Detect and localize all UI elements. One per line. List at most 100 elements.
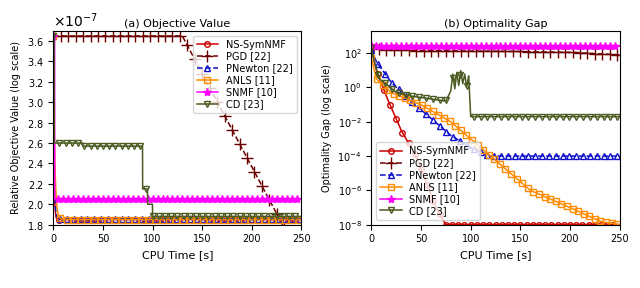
CD [23]: [482, 115, 490, 118]
SNMF [10]: [488, 45, 496, 48]
ANLS [11]: [245, 218, 253, 221]
PNewton [22]: [298, 217, 305, 221]
CD [23]: [291, 215, 298, 218]
Y-axis label: Relative Objective Value (log scale): Relative Objective Value (log scale): [11, 41, 21, 214]
SNMF [10]: [482, 45, 490, 48]
Y-axis label: Optimality Gap (log scale): Optimality Gap (log scale): [322, 64, 332, 192]
Line: PGD [22]: PGD [22]: [366, 43, 625, 60]
NS-SymNMF: [62, 218, 70, 221]
Line: CD [23]: CD [23]: [50, 33, 305, 220]
PGD [22]: [291, 245, 298, 248]
CD [23]: [62, 141, 70, 145]
NS-SymNMF: [609, 223, 616, 226]
Line: CD [23]: CD [23]: [368, 45, 623, 120]
SNMF [10]: [291, 197, 298, 201]
PNewton [22]: [563, 154, 571, 158]
X-axis label: CPU Time [s]: CPU Time [s]: [141, 250, 213, 260]
NS-SymNMF: [74, 218, 82, 221]
Line: ANLS [11]: ANLS [11]: [369, 56, 622, 228]
PGD [22]: [609, 53, 616, 56]
NS-SymNMF: [164, 218, 172, 221]
SNMF [10]: [369, 45, 377, 48]
CD [23]: [488, 115, 496, 118]
NS-SymNMF: [616, 223, 623, 226]
PNewton [22]: [164, 217, 172, 221]
ANLS [11]: [380, 84, 388, 88]
PGD [22]: [367, 46, 375, 50]
NS-SymNMF: [380, 88, 388, 92]
SNMF [10]: [291, 197, 298, 201]
Title: (b) Optimality Gap: (b) Optimality Gap: [444, 19, 547, 29]
Line: NS-SymNMF: NS-SymNMF: [369, 47, 622, 228]
Line: SNMF [10]: SNMF [10]: [49, 32, 306, 203]
SNMF [10]: [609, 45, 616, 48]
ANLS [11]: [62, 218, 70, 221]
ANLS [11]: [563, 204, 571, 208]
SNMF [10]: [609, 45, 616, 48]
SNMF [10]: [164, 197, 172, 201]
ANLS [11]: [367, 57, 375, 60]
Line: PNewton [22]: PNewton [22]: [368, 46, 623, 160]
PNewton [22]: [487, 154, 495, 158]
CD [23]: [49, 34, 57, 38]
PGD [22]: [563, 51, 571, 54]
PNewton [22]: [616, 154, 623, 158]
PNewton [22]: [482, 152, 490, 156]
Title: (a) Objective Value: (a) Objective Value: [124, 19, 230, 29]
PGD [22]: [245, 159, 253, 163]
SNMF [10]: [170, 197, 178, 201]
SNMF [10]: [298, 197, 305, 201]
NS-SymNMF: [609, 223, 616, 226]
ANLS [11]: [488, 156, 496, 159]
ANLS [11]: [609, 222, 616, 225]
SNMF [10]: [49, 34, 57, 38]
CD [23]: [367, 46, 375, 50]
PNewton [22]: [62, 217, 70, 221]
ANLS [11]: [102, 218, 110, 221]
NS-SymNMF: [482, 223, 490, 226]
Line: ANLS [11]: ANLS [11]: [51, 33, 304, 222]
Line: PGD [22]: PGD [22]: [48, 31, 307, 266]
PGD [22]: [49, 34, 57, 38]
CD [23]: [609, 115, 616, 118]
NS-SymNMF: [170, 218, 178, 221]
PGD [22]: [616, 53, 623, 57]
PGD [22]: [170, 34, 178, 38]
Legend: NS-SymNMF, PGD [22], PNewton [22], ANLS [11], SNMF [10], CD [23]: NS-SymNMF, PGD [22], PNewton [22], ANLS …: [193, 36, 296, 113]
PGD [22]: [380, 48, 388, 52]
Legend: NS-SymNMF, PGD [22], PNewton [22], ANLS [11], SNMF [10], CD [23]: NS-SymNMF, PGD [22], PNewton [22], ANLS …: [376, 142, 480, 220]
CD [23]: [170, 215, 178, 218]
Line: PNewton [22]: PNewton [22]: [50, 33, 305, 223]
PNewton [22]: [49, 34, 57, 38]
Line: NS-SymNMF: NS-SymNMF: [51, 33, 304, 222]
NS-SymNMF: [49, 34, 57, 38]
NS-SymNMF: [442, 223, 450, 226]
ANLS [11]: [164, 218, 172, 221]
PNewton [22]: [80, 217, 88, 221]
CD [23]: [164, 215, 172, 218]
ANLS [11]: [609, 222, 616, 225]
CD [23]: [291, 215, 298, 218]
SNMF [10]: [62, 197, 70, 201]
ANLS [11]: [170, 218, 178, 221]
PNewton [22]: [291, 217, 298, 221]
X-axis label: CPU Time [s]: CPU Time [s]: [460, 250, 531, 260]
NS-SymNMF: [298, 218, 305, 221]
SNMF [10]: [51, 197, 59, 201]
ANLS [11]: [616, 223, 623, 226]
PNewton [22]: [609, 154, 616, 158]
CD [23]: [609, 115, 616, 118]
PGD [22]: [62, 34, 70, 38]
SNMF [10]: [380, 45, 388, 48]
CD [23]: [245, 215, 253, 218]
PGD [22]: [609, 53, 616, 56]
CD [23]: [563, 115, 571, 118]
PNewton [22]: [291, 217, 298, 221]
CD [23]: [380, 81, 388, 84]
NS-SymNMF: [563, 223, 571, 226]
ANLS [11]: [298, 218, 305, 221]
NS-SymNMF: [245, 218, 253, 221]
PNewton [22]: [380, 71, 388, 74]
PNewton [22]: [245, 217, 253, 221]
NS-SymNMF: [291, 218, 298, 221]
